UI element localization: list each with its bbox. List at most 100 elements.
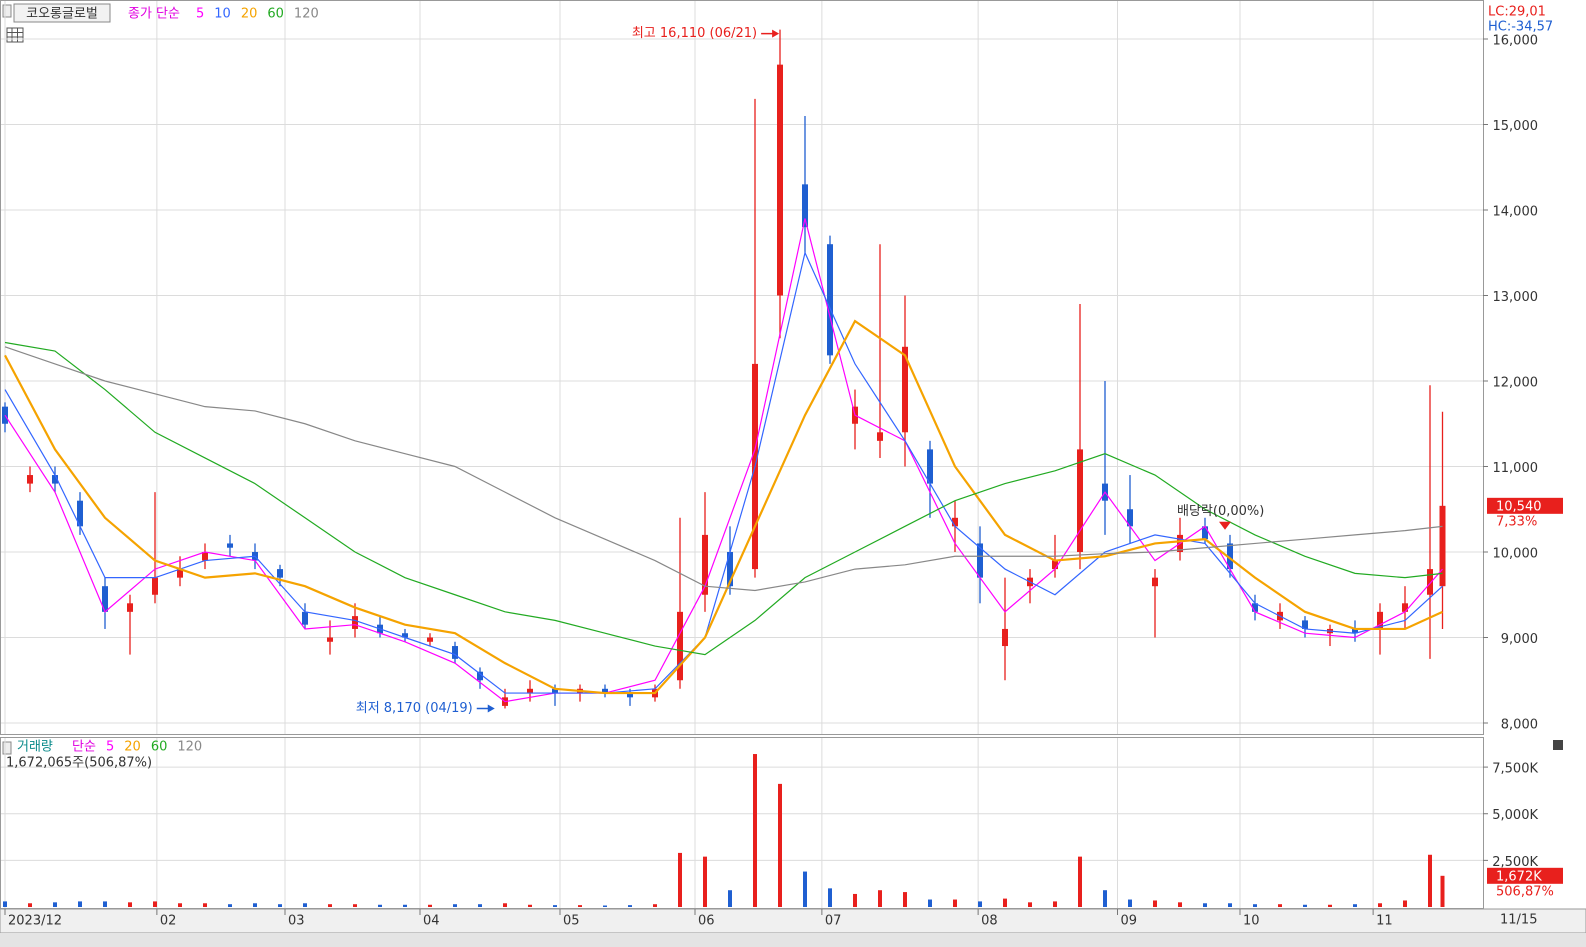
table-icon-lines [7, 28, 23, 42]
legend-item: 10 [214, 7, 231, 22]
candle-body [1152, 577, 1158, 587]
volume-bar [1103, 890, 1107, 907]
candle-body [1077, 449, 1083, 552]
panel-icon[interactable] [2, 741, 12, 755]
annotation-marker [1219, 521, 1231, 530]
volume-bar [1353, 904, 1357, 907]
candle-body [1052, 560, 1058, 570]
candle-body [977, 543, 983, 578]
volume-bar [1428, 854, 1432, 907]
x-tick-label: 08 [981, 914, 998, 929]
x-tick-label: 2023/12 [8, 914, 62, 929]
ma-line [4, 250, 1443, 694]
y-tick-label: 11,000 [1493, 461, 1539, 476]
volume-bar [628, 905, 632, 907]
legend-item: 20 [241, 7, 258, 22]
candle-body [552, 688, 558, 694]
candle-body [1127, 509, 1133, 527]
candle-body [1002, 628, 1008, 647]
volume-bar [303, 903, 307, 907]
volume-bar [1028, 902, 1032, 907]
end-date: 11/15 [1500, 913, 1537, 928]
stock-name-box[interactable] [13, 3, 111, 23]
y-tick-label: 10,000 [1493, 546, 1539, 561]
candle-body [27, 475, 33, 484]
candle-body [777, 64, 783, 296]
ma-line [4, 319, 1443, 695]
candle-body [877, 432, 883, 441]
candle-body [227, 543, 233, 548]
volume-bar [778, 783, 782, 907]
candle-body [202, 551, 208, 561]
candle-body [727, 551, 733, 587]
volume-bar [178, 903, 182, 907]
ma-line [4, 218, 1443, 703]
y-tick-label: 12,000 [1493, 375, 1539, 390]
candle-body [527, 688, 533, 694]
volume-bar [78, 901, 82, 907]
annotation: 배당락(0,00%) [1177, 504, 1264, 519]
candle-body [1302, 620, 1308, 629]
candle-body [827, 244, 833, 356]
legend-item: 60 [151, 740, 168, 755]
x-tick-label: 10 [1243, 914, 1260, 929]
annotation-arrowhead [487, 704, 495, 713]
volume-bar [878, 890, 882, 907]
volume-bar [353, 904, 357, 907]
legend-item: 5 [106, 740, 114, 755]
volume-bar [1278, 904, 1282, 907]
volume-bar [1203, 903, 1207, 907]
current-box [1487, 497, 1563, 514]
volume-bar [1228, 903, 1232, 907]
volume-bar [1403, 900, 1407, 907]
x-tick-label: 03 [288, 914, 305, 929]
volume-bar [153, 901, 157, 907]
candle-body [77, 500, 83, 527]
candle-body [1252, 603, 1258, 612]
y-tick-label: 2,500K [1492, 855, 1538, 870]
y-tick-label: 5,000K [1492, 808, 1538, 823]
candle-body [1402, 603, 1408, 612]
lc-label: LC:29,01 [1488, 5, 1546, 20]
y-tick-label: 13,000 [1493, 290, 1539, 305]
volume-bar [1328, 904, 1332, 907]
volume-title: 거래량 [17, 740, 53, 755]
volume-bar [403, 904, 407, 907]
y-tick-label: 14,000 [1493, 204, 1539, 219]
volume-bar [28, 903, 32, 907]
volume-bar [928, 899, 932, 907]
x-tick-label: 09 [1121, 914, 1138, 929]
volume-bar [653, 904, 657, 907]
candle-body [302, 611, 308, 625]
candle-body [1227, 543, 1233, 570]
candle-body [152, 577, 158, 595]
candle-body [702, 534, 708, 595]
volume-bar [3, 901, 7, 907]
volume-bar [678, 852, 682, 907]
panel-icon[interactable] [2, 4, 12, 18]
candle-body [102, 586, 108, 612]
volume-bar [903, 892, 907, 907]
volume-bar [228, 904, 232, 907]
candle-body [1427, 569, 1433, 595]
volume-bar [378, 904, 382, 907]
ma-line [4, 341, 1443, 656]
candle-body [952, 517, 958, 527]
candle-body [452, 646, 458, 659]
legend-item: 120 [294, 7, 319, 22]
y-tick-label: 8,000 [1501, 717, 1538, 732]
close-panel[interactable] [1553, 740, 1563, 750]
volume-bar [478, 904, 482, 907]
table-icon[interactable] [6, 27, 24, 43]
volume-bar [278, 904, 282, 907]
volume-bar [1303, 904, 1307, 907]
volume-bar [853, 893, 857, 907]
legend-item: 5 [196, 7, 204, 22]
volume-bar [1440, 875, 1445, 907]
x-tick-label: 11 [1376, 914, 1393, 929]
candle-body [177, 569, 183, 578]
volume-summary: 1,672,065주(506,87%) [6, 756, 152, 771]
current-change: 7,33% [1496, 514, 1537, 529]
candle-body [1202, 526, 1208, 540]
candle-body [602, 688, 608, 694]
